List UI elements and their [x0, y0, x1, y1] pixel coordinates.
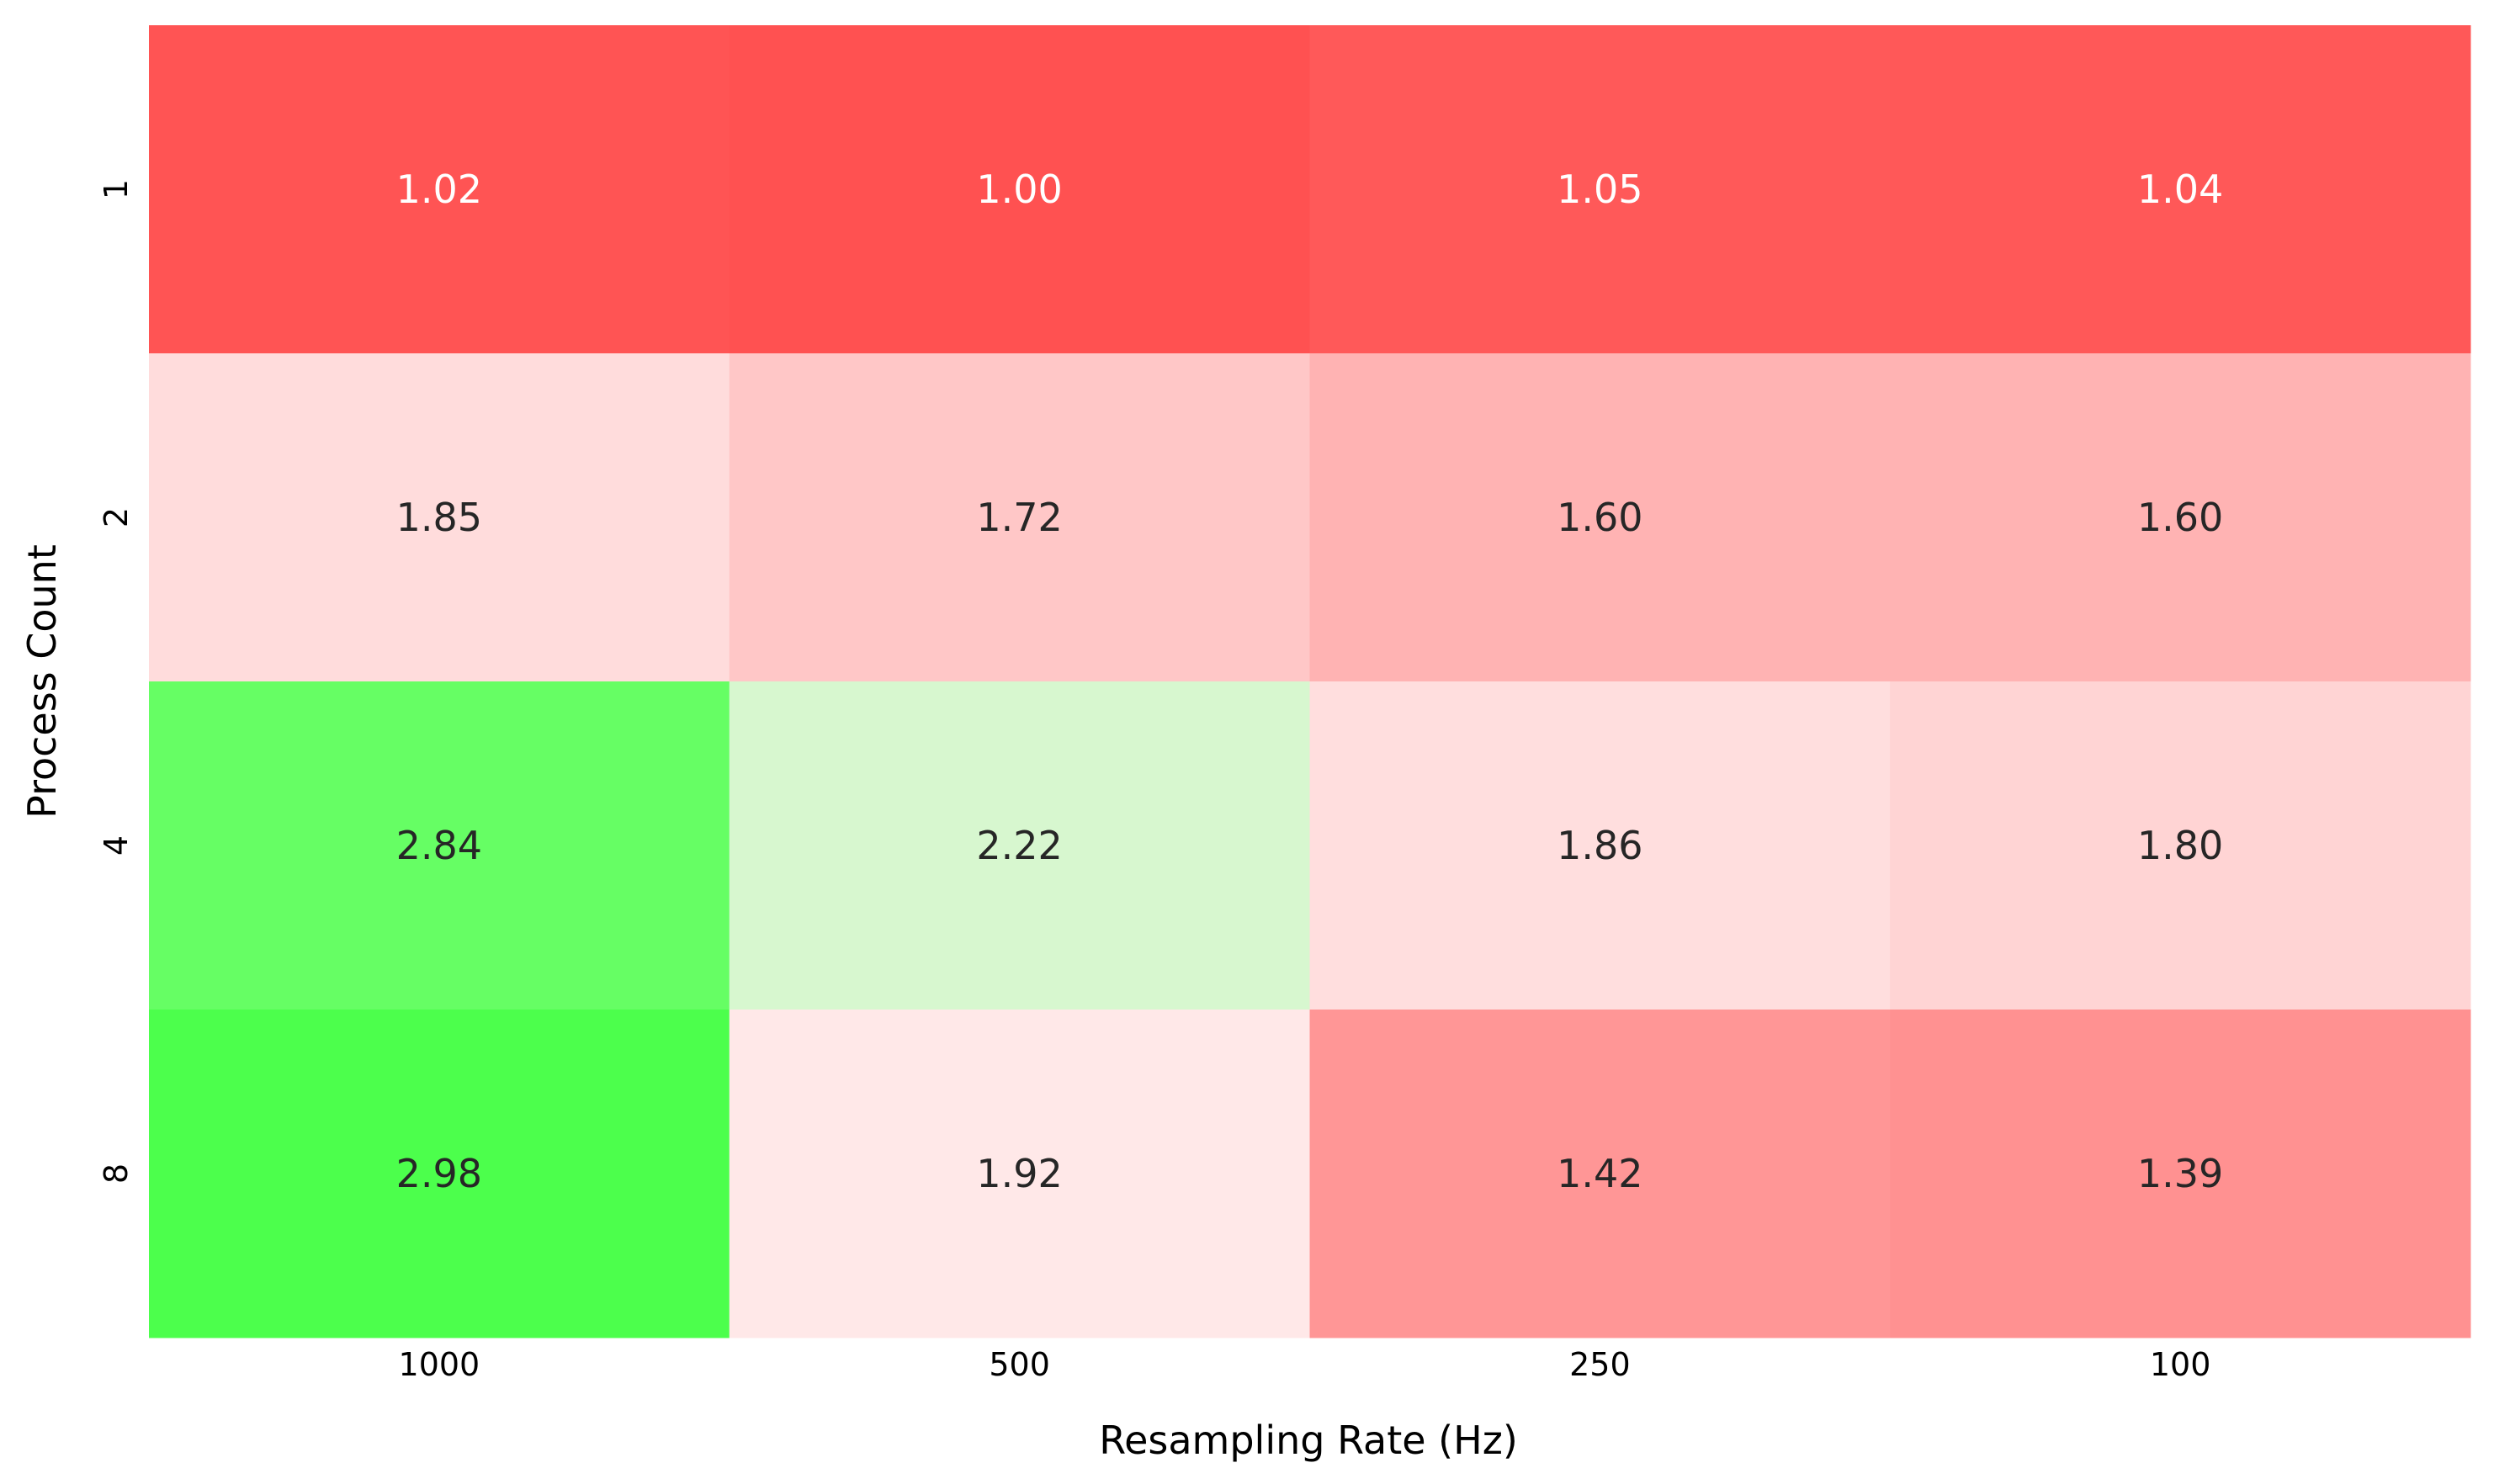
- cell-value-r1-c0: 1.85: [396, 495, 482, 540]
- y-tick-label: 2: [98, 507, 135, 527]
- x-axis-ticks: 1000 500 250 100: [399, 1346, 2211, 1383]
- y-tick-label: 4: [98, 835, 135, 856]
- x-tick-label: 1000: [399, 1346, 480, 1383]
- cell-annotations: 1.02 1.00 1.05 1.04 1.85 1.72 1.60 1.60 2.84 2.22…: [396, 167, 2224, 1196]
- cell-value-r0-c3: 1.04: [2137, 167, 2223, 212]
- heatmap-cell-r2-c2: [1309, 681, 1891, 1010]
- cell-value-r1-c1: 1.72: [976, 495, 1062, 540]
- heatmap-cell-r3-c2: [1309, 1010, 1891, 1338]
- heatmap-cell-r1-c1: [729, 353, 1310, 682]
- heatmap-cell-r3-c0: [149, 1010, 730, 1338]
- heatmap-cell-r0-c3: [1890, 25, 2471, 354]
- heatmap-cell-r2-c0: [149, 681, 730, 1010]
- heatmap-cell-r3-c1: [729, 1010, 1310, 1338]
- heatmap-cells: [149, 25, 2471, 1338]
- heatmap-cell-r0-c2: [1309, 25, 1891, 354]
- cell-value-r1-c3: 1.60: [2137, 495, 2223, 540]
- y-tick-label: 1: [98, 179, 135, 199]
- cell-value-r2-c2: 1.86: [1557, 823, 1642, 868]
- x-axis-label: Resampling Rate (Hz): [1099, 1418, 1518, 1463]
- y-axis-ticks: 1 2 4 8: [98, 179, 135, 1184]
- x-tick-label: 250: [1569, 1346, 1631, 1383]
- cell-value-r1-c2: 1.60: [1557, 495, 1642, 540]
- cell-value-r2-c1: 2.22: [976, 823, 1062, 868]
- cell-value-r2-c0: 2.84: [396, 823, 482, 868]
- heatmap-cell-r2-c1: [729, 681, 1310, 1010]
- cell-value-r3-c1: 1.92: [976, 1151, 1062, 1196]
- heatmap-cell-r3-c3: [1890, 1010, 2471, 1338]
- cell-value-r3-c2: 1.42: [1557, 1151, 1642, 1196]
- cell-value-r2-c3: 1.80: [2137, 823, 2223, 868]
- x-tick-label: 500: [989, 1346, 1050, 1383]
- cell-value-r0-c1: 1.00: [976, 167, 1062, 212]
- heatmap-cell-r1-c2: [1309, 353, 1891, 682]
- x-tick-label: 100: [2150, 1346, 2211, 1383]
- y-tick-label: 8: [98, 1163, 135, 1184]
- cell-value-r0-c0: 1.02: [396, 167, 482, 212]
- heatmap-cell-r2-c3: [1890, 681, 2471, 1010]
- heatmap-cell-r0-c0: [149, 25, 730, 354]
- cell-value-r3-c0: 2.98: [396, 1151, 482, 1196]
- heatmap-cell-r1-c0: [149, 353, 730, 682]
- cell-value-r3-c3: 1.39: [2137, 1151, 2223, 1196]
- cell-value-r0-c2: 1.05: [1557, 167, 1642, 212]
- heatmap-cell-r0-c1: [729, 25, 1310, 354]
- y-axis-label: Process Count: [19, 544, 65, 819]
- heatmap-cell-r1-c3: [1890, 353, 2471, 682]
